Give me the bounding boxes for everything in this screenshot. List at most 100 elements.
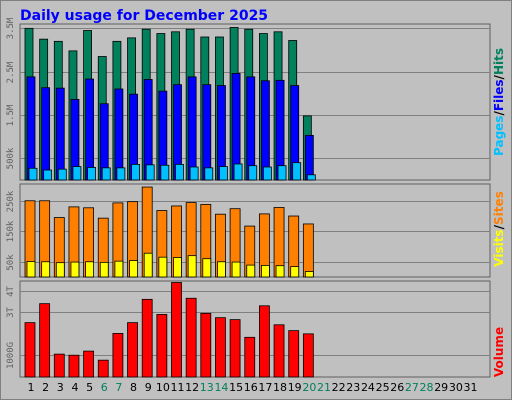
legend-pages: Pages [492, 116, 506, 156]
bar-pages [262, 166, 272, 181]
bar-files [85, 78, 94, 181]
bar-files [260, 80, 270, 181]
bar-volume [53, 353, 65, 378]
day-label: 14 [214, 381, 228, 394]
bar-files [26, 76, 36, 181]
day-label: 25 [376, 381, 390, 394]
legend-sites: Sites [492, 191, 506, 225]
legend-files: Files [492, 79, 506, 111]
bar-volume [258, 305, 270, 378]
bar-visits [275, 265, 285, 278]
bar-visits [290, 266, 300, 278]
y-tick-label: 1.5M [6, 104, 16, 126]
bar-files [275, 79, 285, 181]
bar-visits [173, 257, 182, 278]
bar-volume [229, 319, 241, 378]
y-tick-label: 3T [6, 307, 16, 318]
bar-volume [200, 312, 212, 378]
bar-pages [160, 164, 170, 181]
day-label: 12 [185, 381, 199, 394]
bar-pages [87, 167, 96, 181]
legend-separator: / [492, 111, 506, 116]
bar-pages [72, 166, 82, 181]
bar-files [304, 134, 314, 181]
day-label: 29 [434, 381, 448, 394]
y-tick-label: 1000G [6, 342, 16, 369]
legend-separator: / [492, 224, 506, 229]
day-label: 20 [302, 381, 316, 394]
bar-sites [302, 223, 314, 278]
bar-pages [292, 162, 302, 181]
bar-visits [158, 256, 168, 278]
day-label: 15 [229, 381, 243, 394]
bar-visits [26, 261, 36, 278]
bar-volume [127, 322, 138, 378]
day-label: 11 [171, 381, 185, 394]
bar-volume [273, 324, 285, 378]
bar-volume [171, 282, 182, 378]
bar-pages [219, 166, 228, 181]
legend: Volume [492, 327, 506, 377]
bar-visits [55, 262, 65, 278]
y-tick-label: 2.5M [6, 61, 16, 83]
bar-visits [187, 255, 197, 278]
bar-volume [39, 303, 51, 378]
day-label: 4 [71, 381, 78, 394]
day-label: 7 [115, 381, 122, 394]
bar-volume [215, 317, 226, 378]
y-tick-label: 4T [6, 286, 16, 297]
bar-pages [43, 169, 53, 181]
bar-pages [57, 168, 67, 181]
bar-files [41, 87, 51, 181]
bar-pages [131, 163, 140, 181]
legend: Visits/Sites [492, 191, 506, 267]
bar-volume [244, 336, 256, 378]
bar-volume [83, 350, 94, 378]
day-label: 3 [57, 381, 64, 394]
day-label: 10 [156, 381, 170, 394]
y-tick-label: 500k [6, 147, 16, 169]
y-tick-label: 3.5M [6, 17, 16, 39]
day-label: 8 [130, 381, 137, 394]
bar-volume [288, 330, 300, 378]
day-label: 30 [449, 381, 463, 394]
bar-pages [233, 163, 243, 181]
bar-visits [304, 271, 314, 278]
bar-visits [217, 261, 226, 278]
bar-volume [141, 298, 153, 378]
legend-hits: Hits [492, 48, 506, 75]
day-label: 27 [405, 381, 419, 394]
bar-visits [70, 261, 80, 278]
bar-pages [175, 163, 184, 181]
bar-pages [306, 174, 316, 181]
bar-visits [114, 260, 124, 278]
bar-volume [112, 333, 124, 378]
bar-pages [101, 167, 111, 181]
day-label: 18 [273, 381, 287, 394]
bar-files [217, 85, 226, 181]
bar-visits [143, 252, 153, 278]
day-label: 2 [42, 381, 49, 394]
bar-pages [204, 167, 214, 181]
day-label: 23 [346, 381, 360, 394]
bar-visits [246, 264, 256, 278]
bar-files [246, 76, 256, 181]
day-label: 6 [101, 381, 108, 394]
day-label: 9 [145, 381, 152, 394]
bar-files [187, 76, 197, 181]
day-label: 17 [258, 381, 272, 394]
day-label: 24 [361, 381, 375, 394]
legend-volume: Volume [492, 327, 506, 377]
day-axis: 1 2 3 4 5 6 7 8 9 10 11 12 13 14 15 16 17 18 19 20 21 22 23 24 2… [28, 381, 478, 394]
legend: Pages/Files/Hits [492, 48, 506, 156]
bar-visits [85, 261, 94, 278]
legend-visits: Visits [492, 229, 506, 266]
y-tick-label: 250k [6, 190, 16, 212]
bar-visits [99, 261, 109, 278]
day-label: 5 [86, 381, 93, 394]
bar-pages [28, 167, 38, 181]
bar-volume [24, 322, 36, 378]
